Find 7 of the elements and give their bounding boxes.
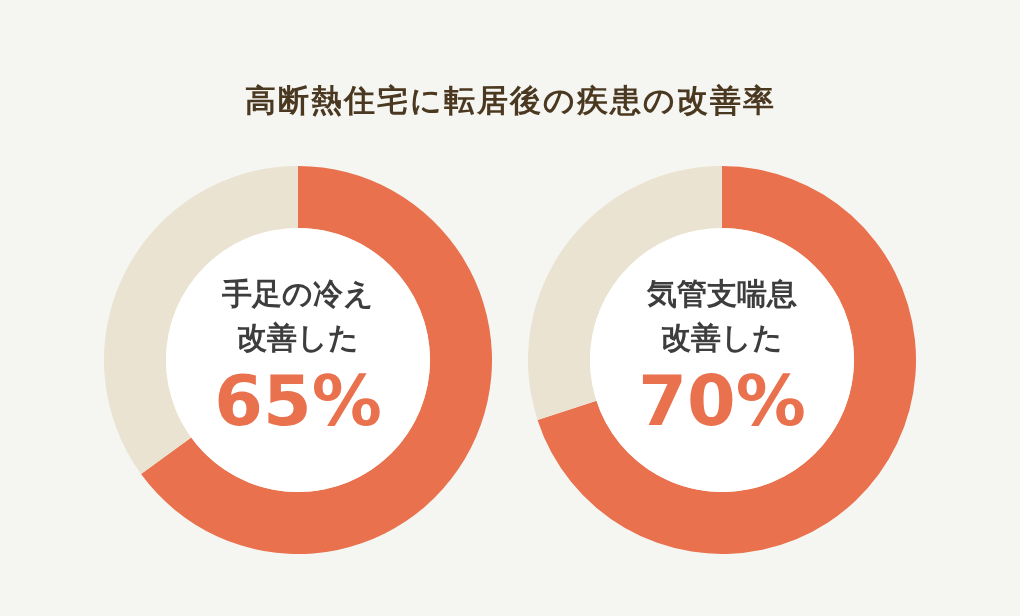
donut-slice bbox=[141, 166, 492, 554]
chart-title: 高断熱住宅に転居後の疾患の改善率 bbox=[243, 81, 777, 120]
slice-label: 気管支喘息改善した bbox=[646, 275, 798, 357]
data-label: 70% bbox=[637, 360, 807, 442]
slice-label: 手足の冷え改善した bbox=[221, 275, 375, 357]
data-label: 65% bbox=[213, 360, 383, 442]
donut-slice bbox=[537, 166, 916, 554]
